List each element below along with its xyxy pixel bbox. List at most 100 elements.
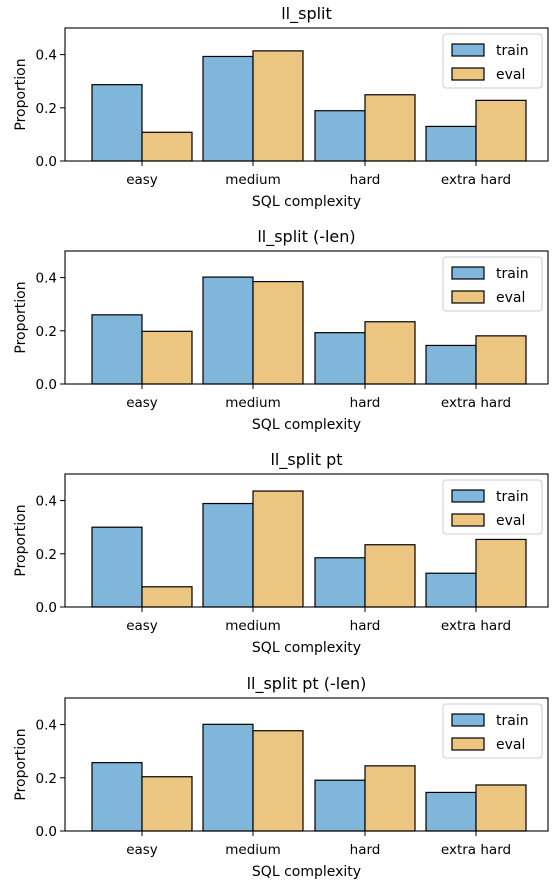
x-tick-label: hard xyxy=(350,172,381,188)
y-tick-label: 0.4 xyxy=(36,718,57,734)
x-tick-label: medium xyxy=(225,618,280,634)
legend-swatch-eval xyxy=(451,290,485,304)
y-axis-label: Proportion xyxy=(13,281,29,353)
x-tick-label: extra hard xyxy=(441,395,511,411)
y-tick-label: 0.2 xyxy=(36,101,57,117)
chart-title: ll_split xyxy=(281,4,332,24)
y-axis-label: Proportion xyxy=(13,504,29,576)
legend-swatch-train xyxy=(451,489,485,503)
x-tick-label: easy xyxy=(126,842,158,858)
x-axis-label: SQL complexity xyxy=(252,640,361,656)
legend: train eval xyxy=(442,479,543,535)
x-tick-label: medium xyxy=(225,842,280,858)
legend: train eval xyxy=(442,703,543,759)
legend-swatch-eval xyxy=(451,737,485,751)
legend-label-eval: eval xyxy=(496,290,525,306)
plot-frame xyxy=(64,697,549,832)
chart-panel: ll_split pt 0.0 0.2 0.4 easy medium hard extra … xyxy=(13,450,549,656)
x-tick-label: medium xyxy=(225,172,280,188)
chart-title: ll_split pt (-len) xyxy=(247,674,367,694)
bar-train xyxy=(314,779,366,832)
legend-label-train: train xyxy=(496,266,529,282)
legend-swatch-train xyxy=(451,713,485,727)
bar-eval xyxy=(364,94,416,162)
y-tick-label: 0.2 xyxy=(36,771,57,787)
legend-label-eval: eval xyxy=(496,67,525,83)
legend: train eval xyxy=(442,256,543,312)
x-tick-label: easy xyxy=(126,395,158,411)
bar-train xyxy=(425,572,477,608)
legend-label-train: train xyxy=(496,43,529,59)
bar-eval xyxy=(364,765,416,832)
x-tick-label: hard xyxy=(350,842,381,858)
legend-swatch-eval xyxy=(451,67,485,81)
bar-eval xyxy=(252,490,304,608)
x-tick-label: easy xyxy=(126,172,158,188)
bar-train xyxy=(425,791,477,832)
legend-label-train: train xyxy=(496,489,529,505)
bar-train xyxy=(425,125,477,162)
bar-train xyxy=(202,55,254,162)
y-tick-label: 0.4 xyxy=(36,48,57,64)
bar-train xyxy=(91,314,143,385)
y-tick-label: 0.0 xyxy=(36,824,57,840)
y-tick-label: 0.0 xyxy=(36,600,57,616)
bar-eval xyxy=(475,335,527,385)
y-tick-label: 0.2 xyxy=(36,547,57,563)
bar-eval xyxy=(364,321,416,385)
bar-eval xyxy=(475,99,527,162)
bar-eval xyxy=(141,131,193,162)
x-tick-label: medium xyxy=(225,395,280,411)
bar-train xyxy=(91,762,143,832)
x-axis-label: SQL complexity xyxy=(252,417,361,433)
bar-eval xyxy=(364,544,416,608)
legend-label-eval: eval xyxy=(496,737,525,753)
bar-train xyxy=(202,276,254,385)
bar-train xyxy=(91,526,143,608)
x-tick-label: extra hard xyxy=(441,842,511,858)
bar-train xyxy=(314,332,366,385)
x-axis-label: SQL complexity xyxy=(252,194,361,210)
chart-title: ll_split pt xyxy=(270,450,342,470)
bar-eval xyxy=(252,730,304,832)
bar-train xyxy=(202,723,254,832)
y-tick-label: 0.2 xyxy=(36,324,57,340)
bar-eval xyxy=(252,280,304,385)
bar-eval xyxy=(141,330,193,385)
plot-frame xyxy=(64,27,549,162)
legend-swatch-train xyxy=(451,266,485,280)
bar-train xyxy=(91,84,143,162)
plot-frame xyxy=(64,250,549,385)
y-axis-label: Proportion xyxy=(13,728,29,800)
x-tick-label: extra hard xyxy=(441,618,511,634)
x-axis-label: SQL complexity xyxy=(252,864,361,880)
bar-train xyxy=(314,557,366,608)
bar-eval xyxy=(141,586,193,608)
legend-label-train: train xyxy=(496,713,529,729)
bar-eval xyxy=(141,776,193,832)
y-axis-label: Proportion xyxy=(13,58,29,130)
x-tick-label: easy xyxy=(126,618,158,634)
chart-title: ll_split (-len) xyxy=(257,227,355,247)
chart-panel: ll_split 0.0 0.2 0.4 easy medium hard extra har… xyxy=(13,4,549,210)
legend: train eval xyxy=(442,33,543,89)
x-tick-label: hard xyxy=(350,618,381,634)
y-tick-label: 0.4 xyxy=(36,494,57,510)
bar-eval xyxy=(475,784,527,832)
legend-label-eval: eval xyxy=(496,513,525,529)
bar-train xyxy=(425,344,477,385)
bar-eval xyxy=(475,538,527,608)
chart-panel: ll_split (-len) 0.0 0.2 0.4 easy medium hard ex… xyxy=(13,227,549,433)
bar-eval xyxy=(252,50,304,162)
y-tick-label: 0.0 xyxy=(36,154,57,170)
bar-train xyxy=(202,502,254,608)
legend-swatch-eval xyxy=(451,513,485,527)
y-tick-label: 0.0 xyxy=(36,377,57,393)
y-tick-label: 0.4 xyxy=(36,271,57,287)
bar-train xyxy=(314,110,366,162)
legend-swatch-train xyxy=(451,43,485,57)
chart-panel: ll_split pt (-len) 0.0 0.2 0.4 easy medium har… xyxy=(13,674,549,880)
x-tick-label: extra hard xyxy=(441,172,511,188)
plot-frame xyxy=(64,473,549,608)
